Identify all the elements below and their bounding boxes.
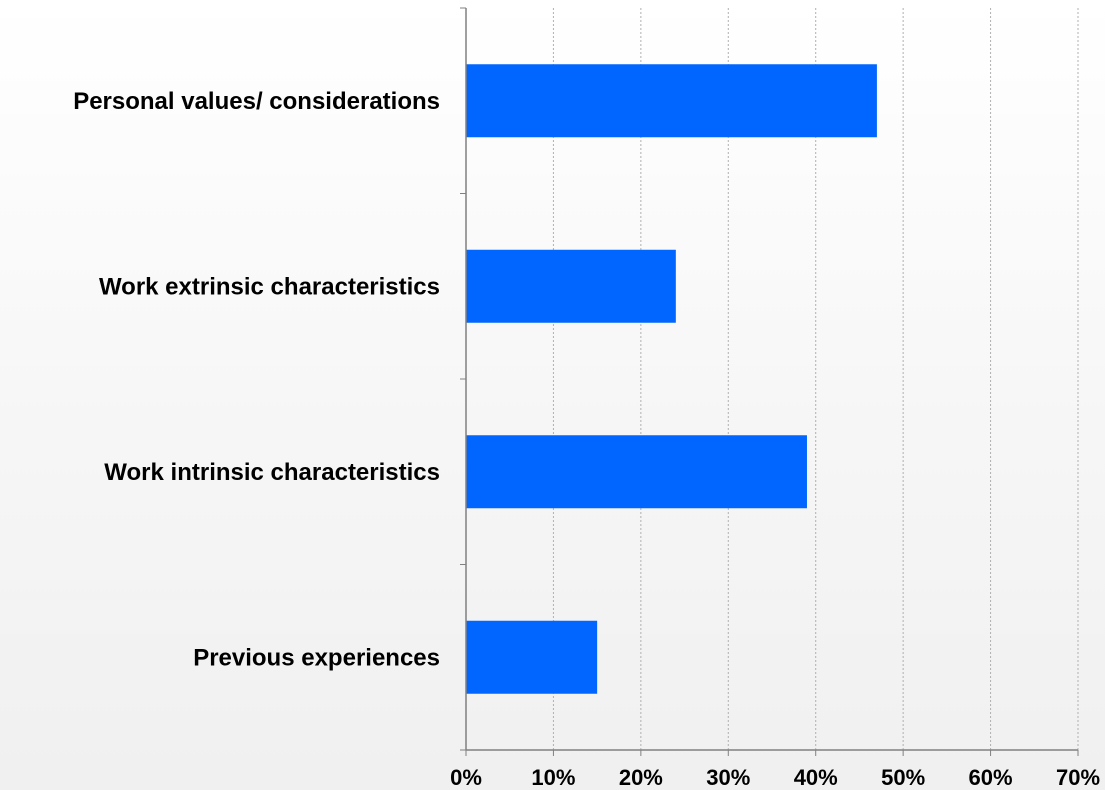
x-tick-label-3: 30% <box>706 765 750 790</box>
x-tick-label-4: 40% <box>794 765 838 790</box>
bar-1 <box>466 64 877 138</box>
category-label-3: Work intrinsic characteristics <box>104 459 440 486</box>
axes <box>460 7 1079 756</box>
x-tick-label-5: 50% <box>881 765 925 790</box>
x-tick-label-6: 60% <box>969 765 1013 790</box>
bars <box>466 64 877 694</box>
x-tick-label-2: 20% <box>619 765 663 790</box>
bar-4 <box>466 620 598 694</box>
x-tick-label-1: 10% <box>531 765 575 790</box>
category-label-4: Previous experiences <box>193 644 440 671</box>
labels: 0% 10% 20% 30% 40% 50% 60% 70% Personal values/ … <box>73 88 1100 790</box>
category-label-1: Personal values/ considerations <box>73 88 440 115</box>
bar-2 <box>466 249 676 323</box>
x-tick-label-7: 70% <box>1056 765 1100 790</box>
x-tick-label-0: 0% <box>450 765 482 790</box>
category-label-2: Work extrinsic characteristics <box>99 273 440 300</box>
bar-3 <box>466 435 807 509</box>
